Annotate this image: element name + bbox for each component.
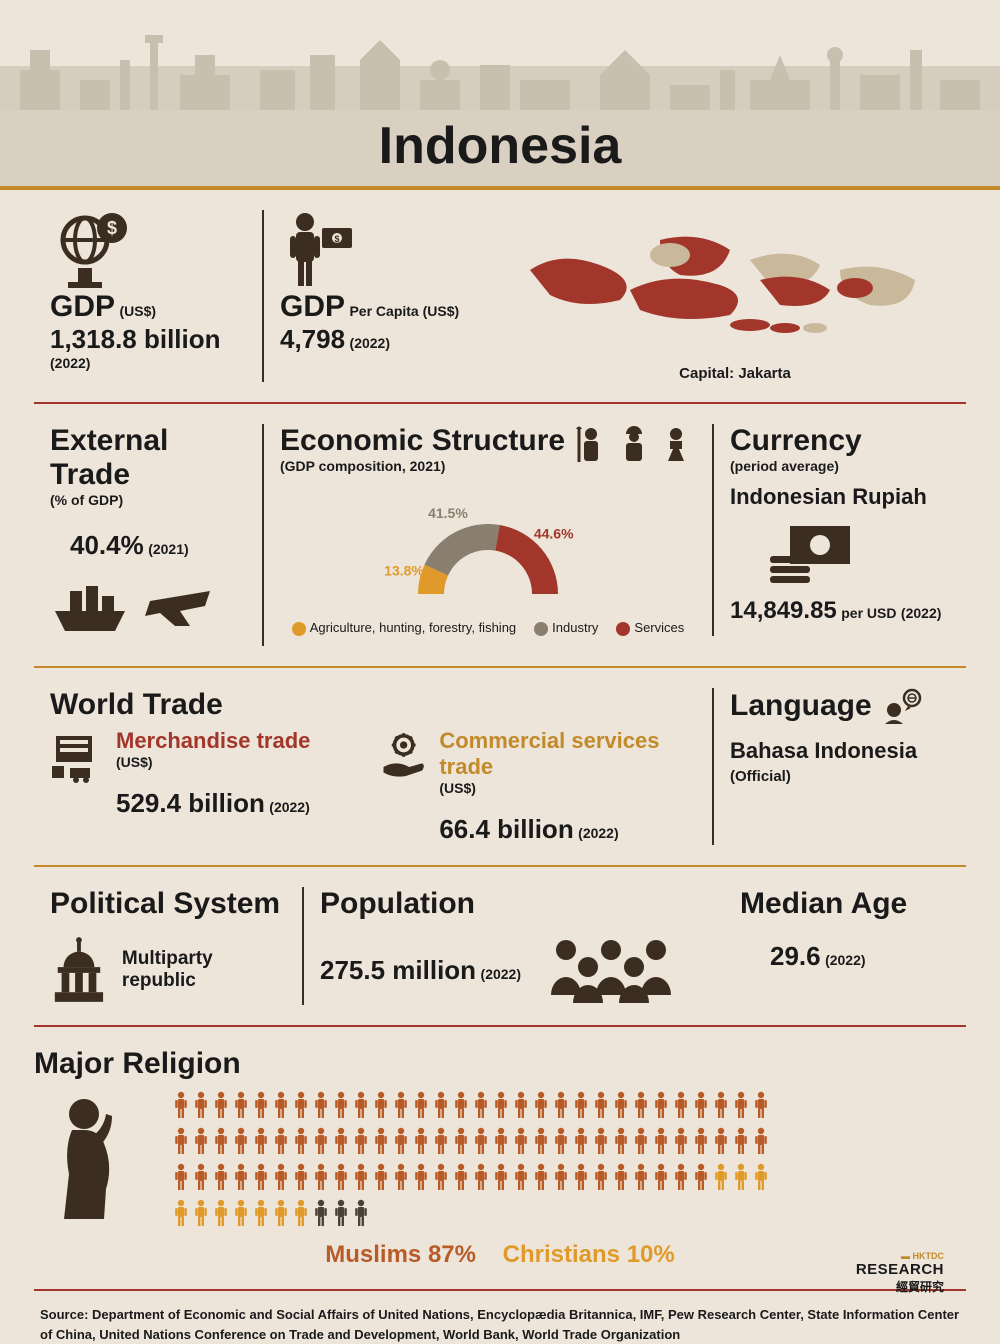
- gdp-year: (2022): [50, 355, 90, 371]
- gdp-unit: (US$): [119, 303, 156, 319]
- crowd-icon: [541, 935, 681, 1005]
- currency-name: Indonesian Rupiah: [730, 484, 950, 510]
- svg-text:$: $: [107, 218, 117, 238]
- row-gdp: $ GDP (US$) 1,318.8 billion (2022) $ GDP…: [34, 190, 966, 404]
- gdppc-value: 4,798: [280, 324, 345, 354]
- age-year: (2022): [825, 952, 865, 968]
- wt-title: World Trade: [50, 688, 696, 722]
- svg-text:41.5%: 41.5%: [428, 505, 468, 521]
- rel-title: Major Religion: [34, 1047, 966, 1081]
- currency-unit: per USD: [841, 605, 896, 621]
- prayer-icon: [34, 1094, 144, 1224]
- pol-title: Political System: [50, 887, 286, 921]
- merch-unit: (US$): [116, 754, 310, 770]
- globe-dollar-icon: $: [50, 210, 140, 290]
- service-hand-icon: [378, 728, 429, 784]
- gdp-value: 1,318.8 billion: [50, 324, 221, 354]
- footer-logo: ▬ HKTDC RESEARCH 經貿研究: [856, 1251, 944, 1295]
- row-pop: Political System Multiparty republic Pop…: [34, 867, 966, 1027]
- serv-year: (2022): [578, 825, 618, 841]
- lang-sub: (Official): [730, 768, 950, 785]
- donut-chart: 13.8% 41.5% 44.6%: [368, 484, 608, 614]
- currency-year: (2022): [901, 605, 941, 621]
- gdp-label: GDP: [50, 290, 115, 323]
- capital-label: Capital: Jakarta: [520, 365, 950, 382]
- svg-text:13.8%: 13.8%: [384, 562, 424, 578]
- gdppc-label: GDP: [280, 290, 345, 323]
- money-icon: [760, 516, 860, 586]
- language-icon: [882, 688, 922, 724]
- serv-value: 66.4 billion: [439, 814, 573, 844]
- pop-title: Population: [320, 887, 708, 921]
- lang-title: Language: [730, 689, 872, 723]
- title-bar: Indonesia: [0, 110, 1000, 190]
- currency-value: 14,849.85: [730, 597, 837, 624]
- people-pictogram: [174, 1091, 814, 1227]
- econ-struct-sub: (GDP composition, 2021): [280, 458, 565, 474]
- ext-trade-title: External Trade: [50, 424, 246, 492]
- ext-trade-sub: (% of GDP): [50, 492, 246, 508]
- capitol-icon: [50, 935, 108, 1005]
- svg-text:44.6%: 44.6%: [534, 526, 574, 542]
- age-value: 29.6: [770, 941, 821, 971]
- merch-label: Merchandise trade: [116, 728, 310, 754]
- currency-title: Currency: [730, 424, 950, 458]
- pop-year: (2022): [481, 966, 521, 982]
- warehouse-icon: [50, 728, 106, 784]
- source-text: Source: Department of Economic and Socia…: [0, 1291, 1000, 1344]
- serv-unit: (US$): [439, 780, 696, 796]
- person-money-icon: $: [280, 210, 360, 290]
- ext-trade-value: 40.4%: [70, 530, 144, 560]
- merch-year: (2022): [269, 799, 309, 815]
- gdppc-year: (2022): [350, 335, 390, 351]
- ship-plane-icon: [50, 571, 220, 641]
- pol-value: Multiparty republic: [122, 948, 286, 992]
- currency-sub: (period average): [730, 458, 950, 474]
- econ-struct-title: Economic Structure: [280, 424, 565, 458]
- rel-muslims: Muslims 87%: [325, 1241, 476, 1268]
- row-worldtrade: World Trade Merchandise trade (US$) 529.…: [34, 668, 966, 867]
- workers-icon: [576, 424, 696, 464]
- rel-christians: Christians 10%: [503, 1241, 675, 1268]
- age-title: Median Age: [740, 887, 950, 921]
- indonesia-map: [520, 210, 920, 360]
- pop-value: 275.5 million: [320, 955, 476, 985]
- svg-text:$: $: [334, 234, 339, 244]
- gdppc-unit: Per Capita (US$): [349, 303, 459, 319]
- ext-trade-year: (2021): [148, 541, 188, 557]
- country-title: Indonesia: [0, 116, 1000, 176]
- merch-value: 529.4 billion: [116, 788, 265, 818]
- serv-label: Commercial services trade: [439, 728, 696, 780]
- row-religion: Major Religion Muslims 87% Christians 10…: [34, 1027, 966, 1291]
- lang-name: Bahasa Indonesia: [730, 738, 950, 764]
- chart-legend: Agriculture, hunting, forestry, fishingI…: [280, 620, 696, 636]
- skyline-banner: [0, 0, 1000, 110]
- row-econ: External Trade (% of GDP) 40.4% (2021) E…: [34, 404, 966, 668]
